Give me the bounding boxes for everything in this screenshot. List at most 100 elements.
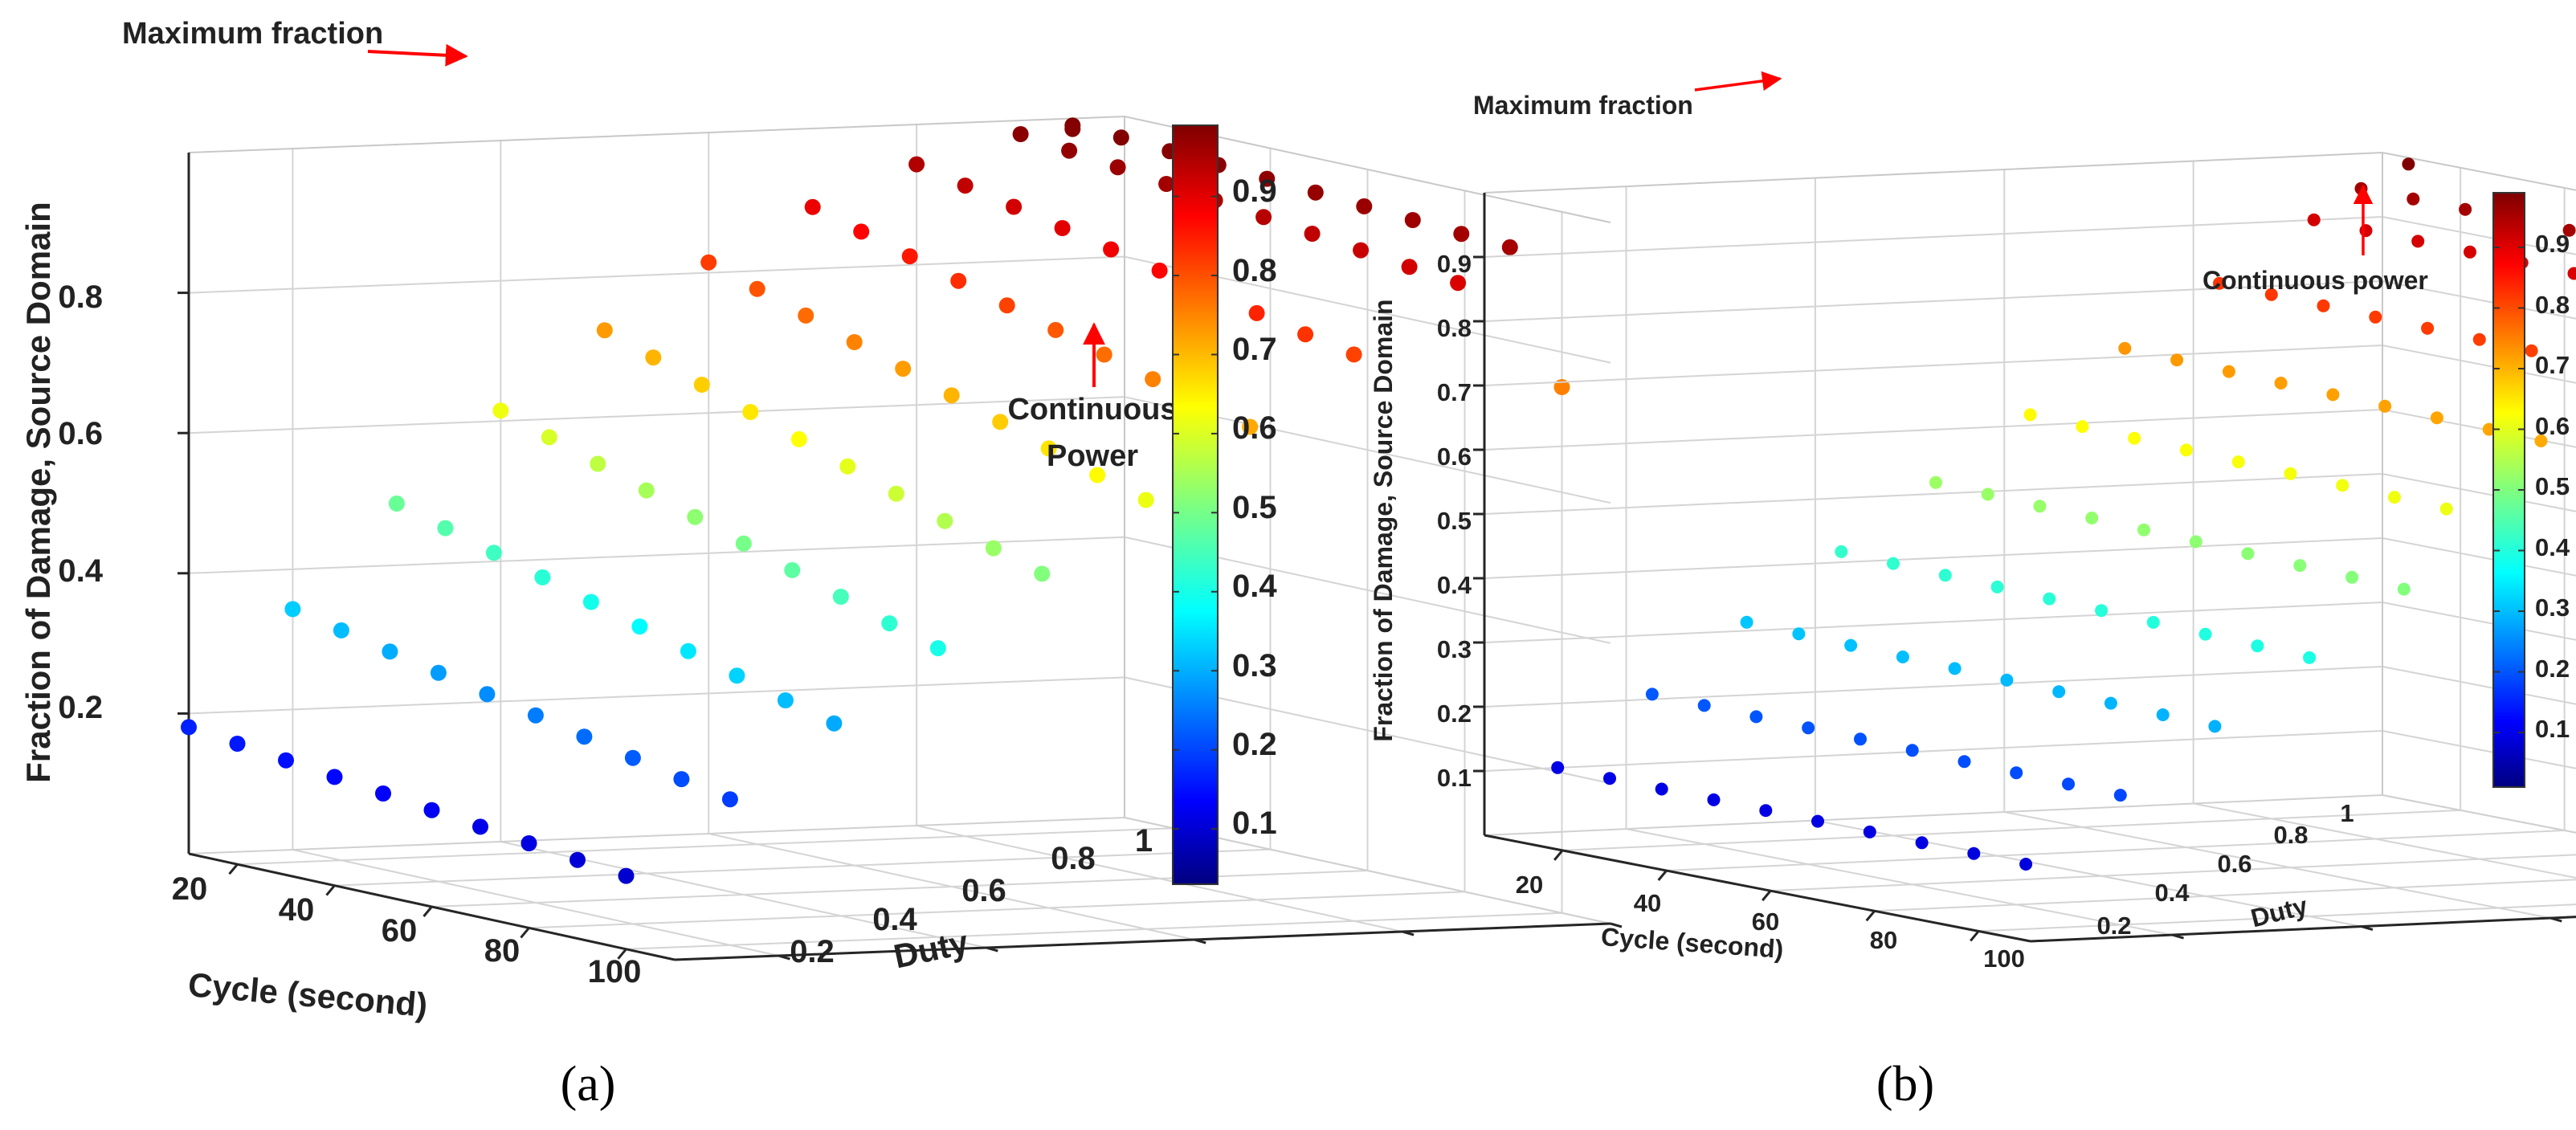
z-tick-label: 0.5: [1437, 507, 1472, 535]
z-tick-label: 0.9: [1437, 250, 1472, 278]
data-point: [2345, 570, 2359, 584]
data-point: [729, 667, 745, 684]
data-point: [784, 561, 801, 578]
x-tick-mark: [325, 884, 336, 896]
x-tick-mark: [1970, 930, 1980, 942]
data-point: [333, 622, 349, 638]
y-tick-mark: [1610, 922, 1623, 928]
max-fraction-annotation: Maximum fraction: [122, 17, 383, 51]
data-point: [1006, 198, 1023, 215]
data-point: [479, 686, 496, 703]
colorbar-tick-label: 0.4: [2535, 533, 2570, 561]
floor-grid-line: [1562, 809, 2461, 851]
data-point: [804, 198, 821, 215]
z-grid-line: [1484, 408, 2576, 451]
y-tick-label: 0.2: [2096, 912, 2131, 940]
data-point: [2010, 766, 2023, 780]
panel-label-a: (a): [561, 1057, 616, 1112]
panel-a-y-ticks: 0.2 0.4 0.6 0.8 1: [790, 823, 1153, 969]
data-point: [1089, 467, 1106, 483]
data-point: [2085, 512, 2099, 524]
panel-b-axes: [1473, 193, 2576, 943]
data-point: [2104, 696, 2117, 710]
data-point: [590, 455, 606, 472]
data-point: [2062, 777, 2075, 791]
y-tick-label: 0.2: [790, 934, 835, 969]
data-point: [326, 769, 343, 785]
z-axis-label: Fraction of Damage, Source Domain: [1369, 299, 1398, 741]
data-point: [1109, 159, 1126, 176]
data-point: [1759, 804, 1773, 818]
data-point: [929, 640, 946, 657]
data-point: [1145, 371, 1161, 388]
panel-a-x-ticks: 20 40 60 80 100: [172, 871, 642, 989]
continuous-power-annotation: Continuous: [1007, 393, 1177, 426]
data-point: [1967, 846, 1981, 860]
data-point: [2170, 353, 2184, 367]
data-point: [1054, 220, 1071, 236]
x-tick-mark: [1553, 849, 1564, 861]
x-tick-label: 80: [484, 933, 521, 969]
data-point: [1948, 662, 1962, 675]
colorbar-tick-label: 0.3: [2535, 594, 2570, 622]
panel-b: 0.1 0.2 0.3 0.4 0.5 0.6 0.7 0.8 0.9 20 4…: [1369, 71, 2576, 1112]
data-point: [1792, 627, 1806, 641]
data-point: [937, 512, 953, 529]
data-point: [992, 414, 1009, 430]
data-point: [2156, 708, 2170, 721]
data-point: [1981, 487, 1994, 501]
colorbar-tick-label: 0.4: [1232, 569, 1277, 604]
top-back-edge: [1484, 151, 2576, 194]
z-tick-label: 0.2: [58, 690, 103, 725]
data-point: [1096, 346, 1112, 363]
data-point: [798, 307, 814, 324]
data-point: [1749, 710, 1763, 724]
data-point: [1835, 545, 1848, 558]
floor-grid-line: [237, 827, 1174, 866]
data-point: [881, 615, 898, 632]
panel-b-x-ticks: 20 40 60 80 100: [1516, 871, 2025, 973]
data-point: [2137, 523, 2150, 536]
data-point: [2179, 443, 2193, 457]
data-point: [998, 297, 1015, 314]
floor-grid-line: [292, 849, 779, 957]
data-point: [1915, 836, 1929, 850]
data-point: [735, 535, 752, 552]
data-point: [1356, 198, 1373, 214]
panel-b-colorbar-ticks: [2493, 246, 2525, 734]
z-tick-label: 0.6: [58, 416, 103, 451]
x-tick-label: 20: [172, 871, 208, 907]
data-point: [853, 223, 870, 240]
data-point: [521, 835, 537, 851]
floor-grid-line: [334, 848, 1271, 887]
data-point: [895, 361, 912, 377]
data-point: [1242, 418, 1259, 435]
data-point: [2359, 224, 2373, 238]
y-tick-label: 0.8: [2273, 821, 2308, 849]
data-point: [2293, 559, 2307, 573]
floor-grid-line: [1874, 879, 2576, 912]
data-point: [2264, 288, 2278, 301]
data-point: [284, 601, 301, 618]
data-point: [1404, 212, 1421, 228]
data-point: [2113, 789, 2127, 802]
data-point: [1304, 226, 1321, 242]
panel-b-colorbar-labels: 0.1 0.2 0.3 0.4 0.5 0.6 0.7 0.8 0.9: [2535, 230, 2570, 743]
y-tick-mark: [1402, 930, 1415, 936]
data-point: [2251, 639, 2264, 653]
z-tick-label: 0.7: [1437, 378, 1472, 406]
colorbar-tick-label: 0.8: [2535, 291, 2570, 319]
data-point: [1297, 326, 1314, 343]
data-point: [1248, 304, 1265, 321]
floor-grid-line: [1770, 854, 2576, 892]
y-tick-label: 0.4: [2154, 879, 2190, 907]
data-point: [2459, 202, 2472, 216]
data-point: [1255, 209, 1272, 226]
floor-grid-line: [1626, 828, 2173, 936]
data-point: [901, 248, 918, 265]
x-tick-mark: [617, 948, 627, 960]
floor-grid-line: [626, 912, 1562, 950]
data-point: [1401, 259, 1418, 275]
data-point: [2562, 223, 2576, 237]
data-point: [492, 402, 509, 419]
